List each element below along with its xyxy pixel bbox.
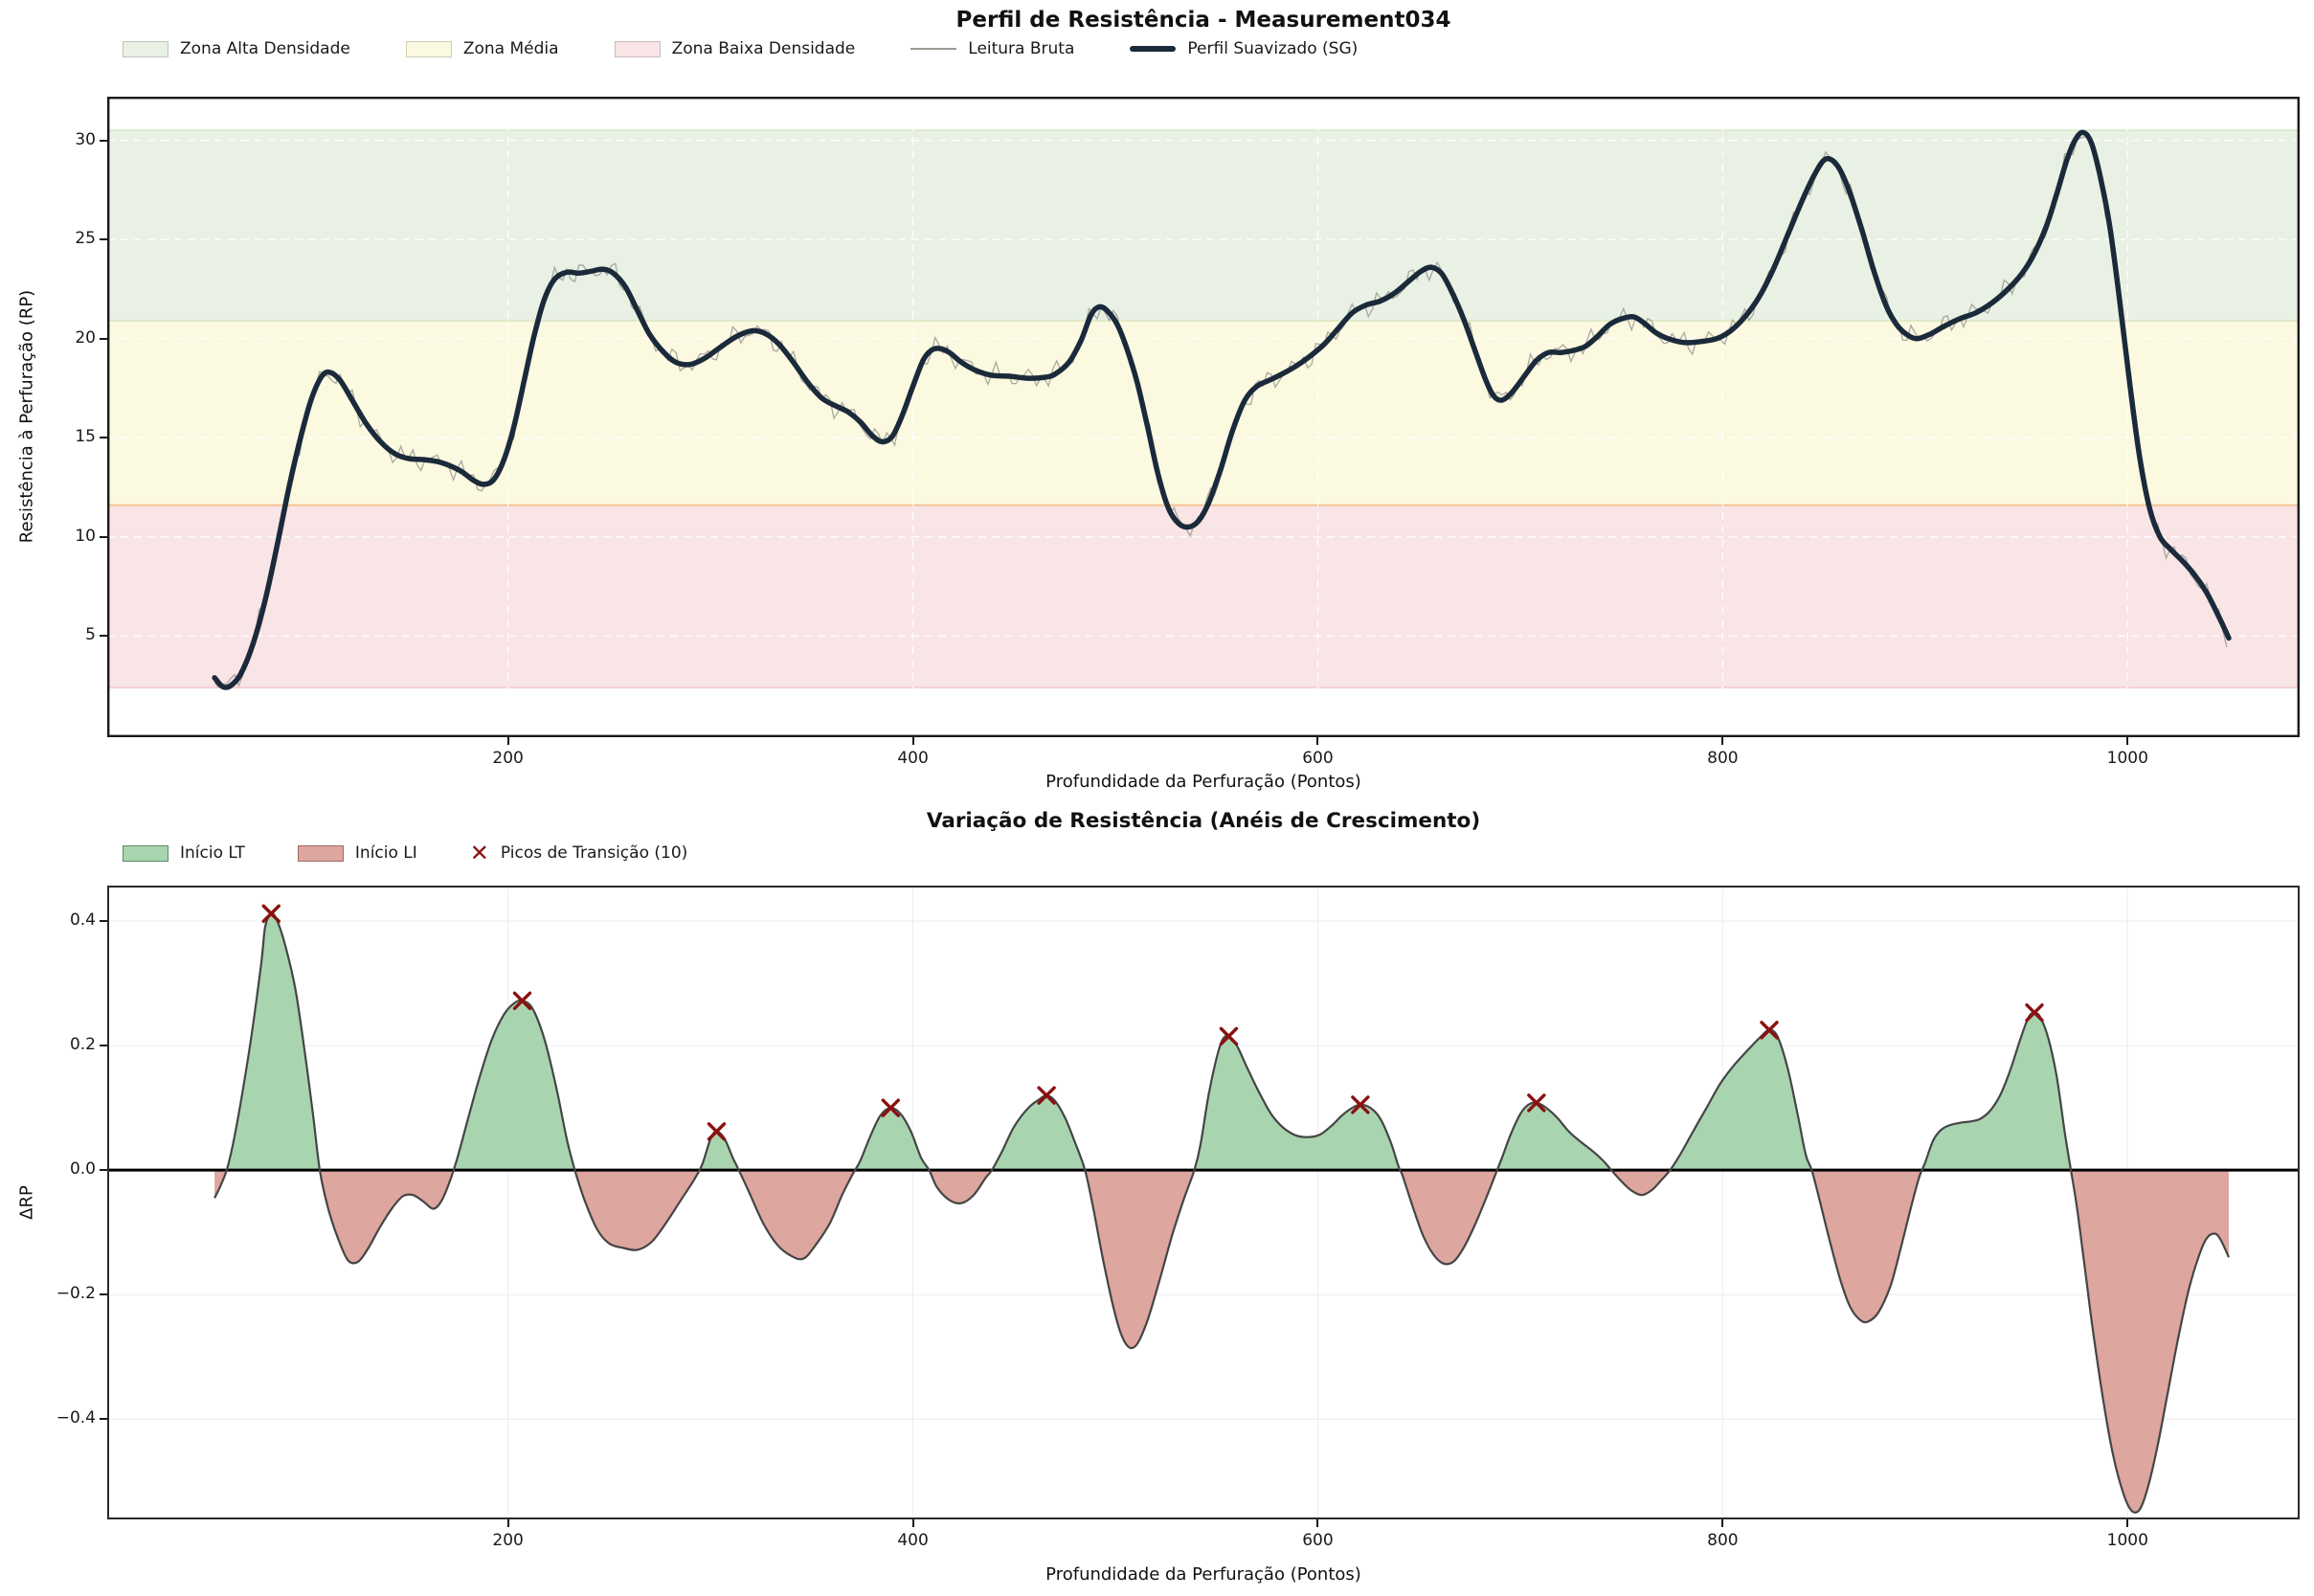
tick-label: 800	[1707, 749, 1739, 768]
top-ylabel: Resistência à Perfuração (RP)	[16, 289, 37, 544]
legend-label: Leitura Bruta	[968, 39, 1075, 58]
tick-label: 600	[1302, 1531, 1334, 1550]
li-swatch	[297, 844, 344, 862]
legend-item-zona-baixa: Zona Baixa Densidade	[614, 39, 856, 58]
bottom-legend: Início LT Início LI ✕ Picos de Transição…	[123, 839, 687, 867]
tick-label: 30	[75, 129, 96, 149]
legend-label: Zona Alta Densidade	[180, 39, 350, 58]
zone-low-swatch	[614, 40, 661, 57]
top-chart-canvas	[107, 97, 2300, 737]
tick-label: 1000	[2106, 1531, 2148, 1550]
legend-label: Picos de Transição (10)	[500, 843, 688, 863]
tick-label: 0.4	[69, 910, 96, 931]
tick-label: 600	[1302, 749, 1334, 768]
top-xlabel: Profundidade da Perfuração (Pontos)	[1045, 772, 1361, 792]
bottom-chart-canvas	[107, 886, 2300, 1519]
tick-label: −0.4	[56, 1408, 96, 1428]
tick-label: 400	[897, 749, 929, 768]
zone-mid-swatch	[405, 40, 452, 57]
tick-label: −0.2	[56, 1284, 96, 1304]
legend-label: Perfil Suavizado (SG)	[1187, 39, 1359, 58]
legend-item-zona-alta: Zona Alta Densidade	[123, 39, 350, 58]
top-chart-title: Perfil de Resistência - Measurement034	[955, 8, 1451, 33]
tick-label: 15	[75, 427, 96, 447]
raw-line-sample	[910, 48, 957, 50]
legend-item-inicio-lt: Início LT	[123, 843, 245, 863]
tick-label: 200	[492, 1531, 524, 1550]
legend-label: Zona Média	[462, 39, 559, 58]
tick-label: 400	[897, 1531, 929, 1550]
x-marker-icon: ✕	[469, 840, 489, 866]
tick-label: 0.0	[69, 1159, 96, 1180]
tick-label: 0.2	[69, 1035, 96, 1055]
tick-label: 20	[75, 327, 96, 348]
legend-label: Zona Baixa Densidade	[671, 39, 856, 58]
tick-label: 25	[75, 229, 96, 249]
bottom-xlabel: Profundidade da Perfuração (Pontos)	[1045, 1564, 1361, 1585]
legend-item-inicio-li: Início LI	[297, 843, 417, 863]
tick-label: 10	[75, 526, 96, 546]
smoothed-line-sample	[1130, 46, 1177, 52]
lt-swatch	[123, 844, 168, 862]
bottom-chart-title: Variação de Resistência (Anéis de Cresci…	[926, 809, 1481, 833]
tick-label: 200	[492, 749, 524, 768]
bottom-ylabel: ΔRP	[16, 1185, 37, 1220]
legend-item-zona-media: Zona Média	[405, 39, 559, 58]
tick-label: 5	[85, 625, 96, 645]
legend-item-picos: ✕ Picos de Transição (10)	[469, 840, 688, 866]
legend-label: Início LI	[354, 843, 417, 863]
legend-label: Início LT	[180, 843, 245, 863]
tick-label: 1000	[2106, 749, 2148, 768]
tick-label: 800	[1707, 1531, 1739, 1550]
top-legend: Zona Alta Densidade Zona Média Zona Baix…	[123, 34, 1358, 63]
legend-item-leitura-bruta: Leitura Bruta	[910, 39, 1074, 58]
legend-item-perfil-suavizado: Perfil Suavizado (SG)	[1130, 39, 1358, 58]
zone-high-swatch	[123, 40, 168, 57]
